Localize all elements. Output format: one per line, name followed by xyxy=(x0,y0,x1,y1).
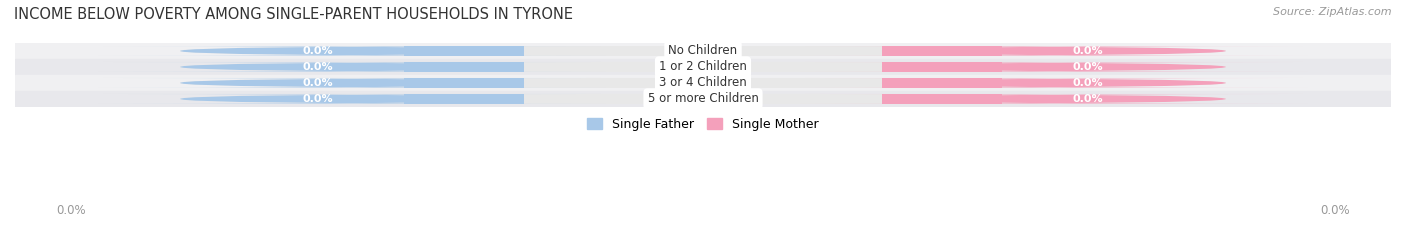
Text: 0.0%: 0.0% xyxy=(56,204,86,217)
FancyBboxPatch shape xyxy=(800,94,1309,104)
Legend: Single Father, Single Mother: Single Father, Single Mother xyxy=(582,113,824,136)
Bar xyxy=(404,94,524,104)
FancyBboxPatch shape xyxy=(800,62,1309,72)
FancyBboxPatch shape xyxy=(180,62,1226,72)
Text: 0.0%: 0.0% xyxy=(1073,94,1104,104)
Bar xyxy=(882,62,1002,72)
Text: 0.0%: 0.0% xyxy=(1320,204,1350,217)
Bar xyxy=(882,46,1002,56)
Bar xyxy=(15,91,1391,107)
Text: INCOME BELOW POVERTY AMONG SINGLE-PARENT HOUSEHOLDS IN TYRONE: INCOME BELOW POVERTY AMONG SINGLE-PARENT… xyxy=(14,7,574,22)
FancyBboxPatch shape xyxy=(180,46,1226,56)
FancyBboxPatch shape xyxy=(180,78,1226,88)
Bar xyxy=(882,94,1002,104)
Text: 0.0%: 0.0% xyxy=(1073,46,1104,56)
Bar xyxy=(404,62,524,72)
Text: 0.0%: 0.0% xyxy=(302,46,333,56)
FancyBboxPatch shape xyxy=(180,94,1226,104)
Text: 1 or 2 Children: 1 or 2 Children xyxy=(659,60,747,73)
Text: 0.0%: 0.0% xyxy=(302,78,333,88)
FancyBboxPatch shape xyxy=(97,78,606,88)
FancyBboxPatch shape xyxy=(97,62,606,72)
Text: 5 or more Children: 5 or more Children xyxy=(648,93,758,106)
Text: 0.0%: 0.0% xyxy=(1073,78,1104,88)
FancyBboxPatch shape xyxy=(97,94,606,104)
Bar xyxy=(404,46,524,56)
Bar xyxy=(404,78,524,88)
Text: 0.0%: 0.0% xyxy=(302,94,333,104)
FancyBboxPatch shape xyxy=(97,46,606,56)
Text: Source: ZipAtlas.com: Source: ZipAtlas.com xyxy=(1274,7,1392,17)
Text: 3 or 4 Children: 3 or 4 Children xyxy=(659,76,747,89)
Text: No Children: No Children xyxy=(668,45,738,58)
Text: 0.0%: 0.0% xyxy=(1073,62,1104,72)
Bar xyxy=(15,75,1391,91)
Bar xyxy=(15,59,1391,75)
FancyBboxPatch shape xyxy=(800,78,1309,88)
Bar xyxy=(15,43,1391,59)
FancyBboxPatch shape xyxy=(800,46,1309,56)
Text: 0.0%: 0.0% xyxy=(302,62,333,72)
Bar xyxy=(882,78,1002,88)
